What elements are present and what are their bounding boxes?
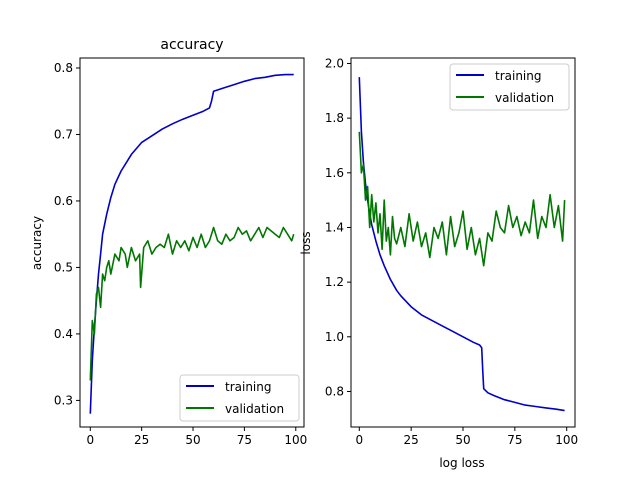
- loss-chart-plot-area: [358, 77, 566, 412]
- loss-chart-y-tick-label: 0.8: [325, 384, 344, 398]
- loss-chart-y-axis-label: loss: [299, 231, 313, 254]
- accuracy-chart-y-axis-label: accuracy: [30, 216, 44, 270]
- accuracy-chart-x-tick-label: 25: [134, 433, 149, 447]
- accuracy-chart-training-line: [89, 73, 294, 414]
- accuracy-chart-frame: [79, 57, 305, 428]
- accuracy-chart-x-tick-label: 50: [185, 433, 200, 447]
- loss-chart-legend-validation-label: validation: [495, 91, 554, 105]
- loss-chart-x-tick-label: 75: [507, 433, 522, 447]
- accuracy-chart-plot-area: [89, 73, 295, 414]
- loss-chart-legend-training-label: training: [495, 69, 542, 83]
- loss-chart: loss log loss 0 25 50 75 100 0.8 1.0 1.2 1.4 1.6 1…: [299, 56, 578, 470]
- accuracy-chart-legend: training validation: [179, 374, 300, 422]
- accuracy-chart-validation-line: [89, 226, 295, 381]
- accuracy-chart-legend-training-label: training: [225, 380, 272, 394]
- loss-chart-y-tick-label: 1.8: [325, 111, 344, 125]
- accuracy-chart-y-tick-label: 0.4: [54, 327, 73, 341]
- loss-chart-y-tick-label: 1.4: [325, 220, 344, 234]
- accuracy-chart: accuracy accuracy 0 25 50 75 100 0.3 0.4 0.5 0.6…: [30, 37, 307, 447]
- loss-chart-y-tick-label: 2.0: [325, 56, 344, 70]
- accuracy-chart-x-tick-label: 75: [237, 433, 252, 447]
- accuracy-chart-x-tick-label: 0: [86, 433, 94, 447]
- accuracy-chart-y-tick-label: 0.3: [54, 393, 73, 407]
- loss-chart-legend: training validation: [449, 63, 570, 111]
- loss-chart-ticks: 0 25 50 75 100 0.8 1.0 1.2 1.4 1.6 1.8 2.0: [325, 56, 578, 447]
- loss-chart-x-tick-label: 100: [555, 433, 578, 447]
- accuracy-chart-y-tick-label: 0.5: [54, 260, 73, 274]
- loss-chart-y-tick-label: 1.2: [325, 275, 344, 289]
- accuracy-chart-y-tick-label: 0.7: [54, 127, 73, 141]
- accuracy-chart-legend-validation-label: validation: [225, 402, 284, 416]
- accuracy-chart-y-tick-label: 0.6: [54, 194, 73, 208]
- loss-chart-y-tick-label: 1.0: [325, 330, 344, 344]
- loss-chart-x-axis-label: log loss: [439, 456, 484, 470]
- accuracy-chart-y-tick-label: 0.8: [54, 61, 73, 75]
- accuracy-chart-ticks: 0 25 50 75 100 0.3 0.4 0.5 0.6 0.7 0.8: [54, 61, 307, 447]
- accuracy-chart-x-tick-label: 100: [284, 433, 307, 447]
- loss-chart-y-tick-label: 1.6: [325, 166, 344, 180]
- loss-chart-x-tick-label: 50: [455, 433, 470, 447]
- loss-chart-validation-line: [358, 131, 566, 267]
- loss-chart-x-tick-label: 25: [404, 433, 419, 447]
- accuracy-chart-title: accuracy: [160, 37, 223, 53]
- loss-chart-frame: [350, 57, 576, 428]
- loss-chart-x-tick-label: 0: [355, 433, 363, 447]
